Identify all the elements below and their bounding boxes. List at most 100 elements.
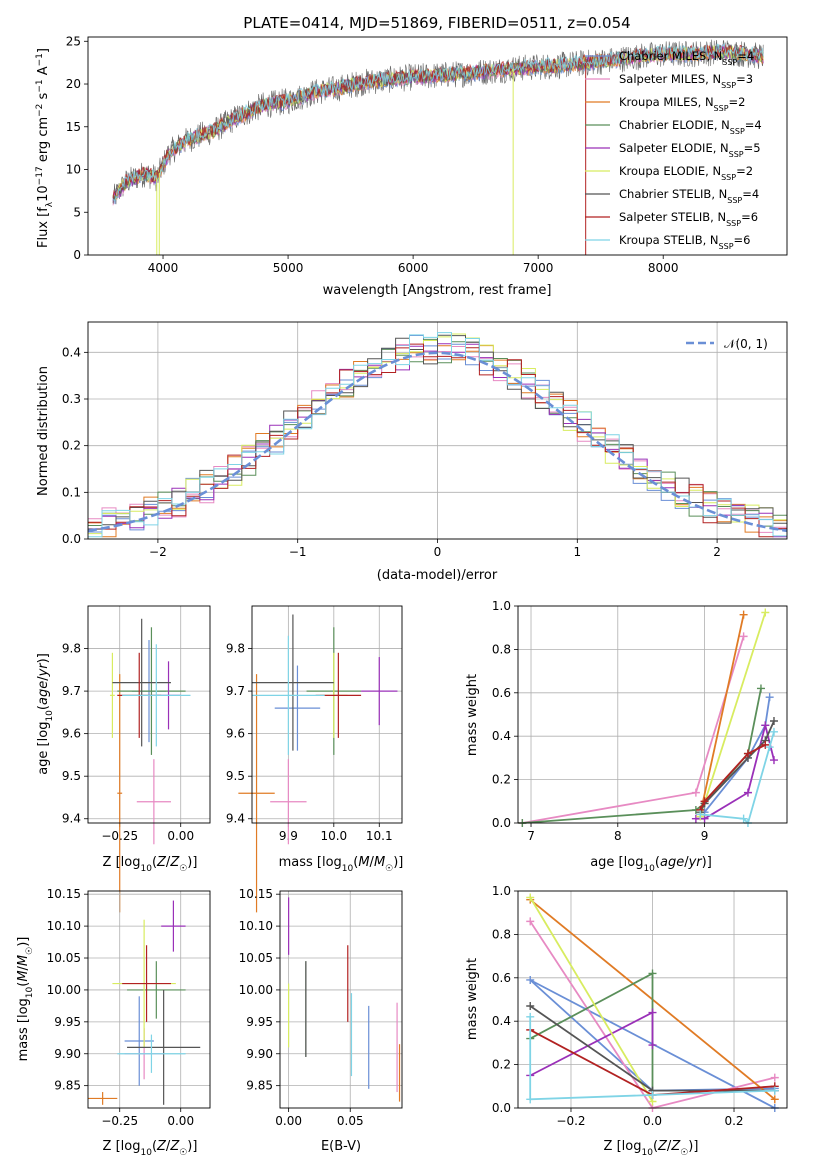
weight-marker bbox=[765, 743, 774, 752]
y-tick-label: 10.10 bbox=[47, 919, 81, 933]
x-tick-label: 6000 bbox=[398, 261, 429, 275]
mass-vs-EBV-plot-area: 0.00 0.05 9.85 9.90 9.95 10.00 10.05 10.10 10.15 bbox=[239, 887, 403, 1128]
x-tick-label: 0.00 bbox=[167, 1114, 194, 1128]
weight-marker bbox=[691, 814, 700, 823]
y-tick-label: 9.90 bbox=[54, 1047, 81, 1061]
weight-marker bbox=[691, 788, 700, 797]
weight-marker bbox=[769, 727, 778, 736]
weight-marker bbox=[770, 1095, 779, 1104]
axes-frame bbox=[517, 605, 788, 824]
x-tick-label: 0.0 bbox=[643, 1114, 662, 1128]
y-tick-label: 10.00 bbox=[47, 983, 81, 997]
weight-marker bbox=[648, 1008, 657, 1017]
weight-marker bbox=[770, 1073, 779, 1082]
y-tick-label: 0.6 bbox=[492, 971, 511, 985]
y-tick-label: 10.10 bbox=[239, 919, 273, 933]
y-tick-label: 25 bbox=[66, 34, 81, 48]
weight-line-kroupa-miles bbox=[699, 614, 745, 815]
mass-vs-EBV-xlabel: E(B-V) bbox=[321, 1139, 361, 1154]
x-tick-label: 7000 bbox=[523, 261, 554, 275]
x-tick-label: 5000 bbox=[273, 261, 304, 275]
y-tick-label: 0.1 bbox=[62, 485, 81, 499]
x-tick-label: 1 bbox=[573, 545, 581, 559]
mass-weight-vs-Z-plot-area: −0.2 0.0 0.2 0.0 0.2 0.4 0.6 0.8 1.0 bbox=[492, 884, 788, 1128]
legend-entry: Kroupa STELIB, NSSP=6 bbox=[619, 233, 750, 251]
y-tick-label: 0.4 bbox=[62, 345, 81, 359]
y-tick-label: 9.4 bbox=[62, 812, 81, 826]
mass-vs-Z-xlabel: Z [log10(Z/Z☉)] bbox=[103, 1139, 198, 1158]
weight-marker bbox=[648, 969, 657, 978]
x-tick-label: −0.2 bbox=[556, 1114, 585, 1128]
age-vs-Z-plot-area: −0.25 0.009.49.59.69.79.8 bbox=[62, 605, 211, 913]
x-tick-label: 10.0 bbox=[320, 829, 347, 843]
age-vs-mass-xlabel: mass [log10(M/M☉)] bbox=[279, 855, 404, 874]
weight-marker bbox=[648, 1090, 657, 1099]
y-tick-label: 0.8 bbox=[492, 927, 511, 941]
y-tick-label: 0.4 bbox=[492, 1014, 511, 1028]
legend-entry: Chabrier STELIB, NSSP=4 bbox=[619, 187, 759, 205]
age-vs-Z-ylabel: age [log10(age/yr)] bbox=[36, 653, 55, 775]
y-tick-label: 0.0 bbox=[492, 816, 511, 830]
panel-mass-weight-vs-Z: −0.2 0.0 0.2 0.0 0.2 0.4 0.6 0.8 1.0 Z [log10(Z/… bbox=[465, 884, 788, 1158]
y-tick-label: 0.8 bbox=[492, 642, 511, 656]
y-tick-label: 9.6 bbox=[62, 727, 81, 741]
legend-entry: Salpeter MILES, NSSP=3 bbox=[619, 72, 753, 90]
weight-line-kroupa-elodie bbox=[699, 612, 767, 817]
weight-marker bbox=[739, 814, 748, 823]
y-tick-label: 9.5 bbox=[62, 769, 81, 783]
weight-marker bbox=[743, 749, 752, 758]
legend-entry: Salpeter ELODIE, NSSP=5 bbox=[619, 141, 761, 159]
spectrum-plot-area: 4000 5000 6000 7000 8000 0 5 10 15 20 25 bbox=[66, 34, 788, 275]
weight-marker bbox=[761, 608, 770, 617]
axes-frame bbox=[87, 321, 788, 540]
legend-normal-label: 𝒩(0, 1) bbox=[724, 337, 768, 351]
y-tick-label: 20 bbox=[66, 77, 81, 91]
residual-xlabel: (data-model)/error bbox=[377, 568, 498, 583]
panel-age-vs-Z: −0.25 0.009.49.59.69.79.8 Z [log10(Z/Z☉)]… bbox=[36, 605, 211, 913]
y-tick-label: 9.85 bbox=[54, 1079, 81, 1093]
weight-marker bbox=[526, 975, 535, 984]
y-tick-label: 0.4 bbox=[492, 729, 511, 743]
x-tick-label: −2 bbox=[149, 545, 167, 559]
x-tick-label: 2 bbox=[713, 545, 721, 559]
axes-frame bbox=[87, 890, 211, 1109]
y-tick-label: 10.00 bbox=[239, 983, 273, 997]
legend-entry: Chabrier MILES, NSSP=4 bbox=[619, 49, 754, 67]
model-spectrum-kroupa-stelib bbox=[112, 42, 764, 202]
weight-marker bbox=[526, 917, 535, 926]
weight-marker bbox=[700, 814, 709, 823]
mass-vs-Z-ylabel: mass [log10(M/M☉)] bbox=[16, 937, 35, 1062]
x-tick-label: 0.2 bbox=[724, 1114, 743, 1128]
weight-line-salpeter-stelib bbox=[699, 744, 766, 811]
y-tick-label: 5 bbox=[73, 205, 81, 219]
weight-marker bbox=[769, 717, 778, 726]
y-tick-label: 10.15 bbox=[47, 887, 81, 901]
weight-marker bbox=[770, 1086, 779, 1095]
legend-entry: Chabrier ELODIE, NSSP=4 bbox=[619, 118, 762, 136]
legend-entry: Kroupa MILES, NSSP=2 bbox=[619, 95, 745, 113]
y-tick-label: 9.95 bbox=[246, 1015, 273, 1029]
y-tick-label: 0.2 bbox=[62, 439, 81, 453]
panel-residual-distribution: −2 −1 0 1 2 0.0 0.1 0.2 0.3 0.4 𝒩(0, 1) (data-mode… bbox=[36, 321, 788, 583]
x-tick-label: 9 bbox=[701, 829, 709, 843]
panel-mass-weight-vs-age: 7 8 9 0.0 0.2 0.4 0.6 0.8 1.0 age [log10(age/yr)… bbox=[465, 599, 788, 874]
weight-marker bbox=[756, 684, 765, 693]
histogram-kroupa-stelib bbox=[88, 332, 787, 538]
x-tick-label: −1 bbox=[289, 545, 307, 559]
y-tick-label: 0.3 bbox=[62, 392, 81, 406]
y-tick-label: 0 bbox=[73, 248, 81, 262]
axes-frame bbox=[87, 36, 788, 256]
weight-line-chabrier-miles bbox=[703, 696, 771, 813]
y-tick-label: 0.2 bbox=[492, 773, 511, 787]
y-tick-label: 9.4 bbox=[226, 812, 245, 826]
y-tick-label: 10 bbox=[66, 163, 81, 177]
panel-spectrum: 4000 5000 6000 7000 8000 0 5 10 15 20 25 wavelengt… bbox=[35, 34, 788, 298]
y-tick-label: 1.0 bbox=[492, 884, 511, 898]
y-tick-label: 9.85 bbox=[246, 1079, 273, 1093]
weight-marker bbox=[526, 893, 535, 902]
weight-marker bbox=[526, 1095, 535, 1104]
x-tick-label: 0.05 bbox=[337, 1114, 364, 1128]
spectrum-legend: Chabrier MILES, NSSP=4 Salpeter MILES, NS… bbox=[585, 49, 762, 251]
weight-marker bbox=[761, 721, 770, 730]
